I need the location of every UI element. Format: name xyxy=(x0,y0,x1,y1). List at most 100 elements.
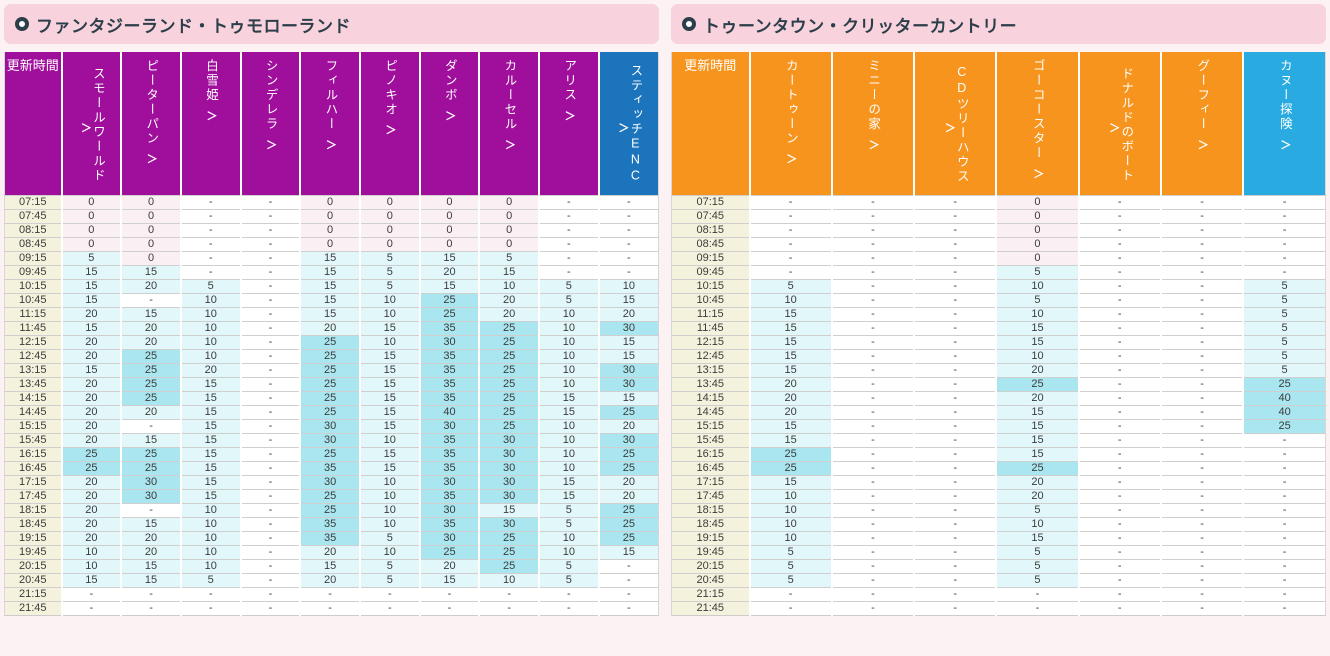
wait-time-cell: 10 xyxy=(61,559,123,574)
attraction-column-header[interactable]: フィルハー＞ xyxy=(300,52,361,196)
wait-time-cell: 30 xyxy=(479,433,540,448)
section-title-bar: トゥーンタウン・クリッターカントリー xyxy=(671,4,1326,44)
wait-time-cell: - xyxy=(539,195,600,210)
attraction-column-header[interactable]: 白雪姫＞ xyxy=(180,52,242,196)
wait-time-cell: 10 xyxy=(996,279,1080,294)
wait-time-cell: - xyxy=(1160,447,1245,462)
table-row: 09:45- - -5- - - xyxy=(671,265,1326,280)
wait-time-cell: 20 xyxy=(61,489,123,504)
wait-time-cell: - xyxy=(240,223,302,238)
wait-time-cell: 15 xyxy=(539,489,600,504)
wait-time-cell: 25 xyxy=(479,335,540,350)
wait-time-cell: 35 xyxy=(419,377,481,392)
wait-time-cell: - xyxy=(914,587,998,602)
time-cell: 21:15 xyxy=(4,587,63,602)
wait-time-cell: - xyxy=(1243,601,1326,616)
attraction-column-header[interactable]: シンデレラ＞ xyxy=(240,52,302,196)
attraction-label: CDツリーハウス＞ xyxy=(943,65,969,184)
wait-time-cell: 20 xyxy=(61,503,123,518)
wait-time-cell: 15 xyxy=(359,363,421,378)
table-row: 09:45 15 15- -15 5 20 15- - xyxy=(4,265,659,280)
wait-time-cell: - xyxy=(240,559,302,574)
wait-time-cell: 15 xyxy=(121,307,182,322)
attraction-column-header[interactable]: スティッチENC＞ xyxy=(598,52,659,196)
attraction-column-header[interactable]: ピーターパン＞ xyxy=(121,52,182,196)
wait-time-cell: 0 xyxy=(479,195,540,210)
wait-time-cell: 35 xyxy=(419,517,481,532)
time-cell: 18:15 xyxy=(4,503,63,518)
wait-time-cell: - xyxy=(240,587,302,602)
wait-time-cell: - xyxy=(831,517,916,532)
time-cell: 09:45 xyxy=(4,265,63,280)
wait-time-cell: - xyxy=(914,461,998,476)
wait-time-cell: - xyxy=(749,587,833,602)
wait-time-cell: 0 xyxy=(121,251,182,266)
table-row: 08:45- - -0- - - xyxy=(671,237,1326,252)
wait-time-cell: - xyxy=(240,349,302,364)
wait-time-cell: 10 xyxy=(598,279,659,294)
wait-time-cell: 25 xyxy=(598,517,659,532)
table-row: 21:15- - - - - - - - - - xyxy=(4,587,659,602)
section-title: ファンタジーランド・トゥモローランド xyxy=(36,16,351,36)
wait-time-cell: 25 xyxy=(419,545,481,560)
wait-time-cell: - xyxy=(121,419,182,434)
wait-time-cell: 20 xyxy=(121,531,182,546)
wait-time-cell: - xyxy=(240,447,302,462)
wait-time-cell: 15 xyxy=(180,419,242,434)
attraction-column-header[interactable]: ダンボ＞ xyxy=(419,52,481,196)
wait-time-cell: - xyxy=(1078,195,1162,210)
attraction-column-header[interactable]: ドナルドのボート＞ xyxy=(1078,52,1162,196)
wait-time-cell: 10 xyxy=(359,475,421,490)
wait-time-cell: 15 xyxy=(749,419,833,434)
time-cell: 17:45 xyxy=(4,489,63,504)
wait-time-cell: 15 xyxy=(61,293,123,308)
attraction-column-header[interactable]: カルーセル＞ xyxy=(479,52,540,196)
wait-time-cell: - xyxy=(914,433,998,448)
time-cell: 13:45 xyxy=(4,377,63,392)
attraction-column-header[interactable]: ミニーの家＞ xyxy=(831,52,916,196)
wait-time-cell: 40 xyxy=(1243,391,1326,406)
attraction-label: グーフィー＞ xyxy=(1195,59,1210,152)
wait-time-cell: - xyxy=(539,209,600,224)
wait-time-cell: - xyxy=(1243,223,1326,238)
time-cell: 12:45 xyxy=(671,349,751,364)
chevron-right-icon: ＞ xyxy=(867,138,880,152)
wait-time-cell: - xyxy=(240,405,302,420)
attraction-column-header[interactable]: グーフィー＞ xyxy=(1160,52,1245,196)
table-row: 10:45 15-10-15 10 25 20 5 15 xyxy=(4,293,659,308)
wait-time-table: 更新時間 カートゥーン＞ ミニーの家＞ CDツリーハウス＞ ゴーコースター＞ ドナルドのボ… xyxy=(671,52,1326,616)
attraction-label: ゴーコースター＞ xyxy=(1030,59,1045,181)
attraction-column-header[interactable]: CDツリーハウス＞ xyxy=(914,52,998,196)
header-row: 更新時間 スモールワールド＞ ピーターパン＞ 白雪姫＞ シンデレラ＞ フィルハー＞ ピノキオ… xyxy=(4,52,659,196)
wait-time-cell: - xyxy=(240,503,302,518)
attraction-column-header[interactable]: スモールワールド＞ xyxy=(61,52,123,196)
wait-time-cell: 10 xyxy=(180,349,242,364)
attraction-column-header[interactable]: ピノキオ＞ xyxy=(359,52,421,196)
wait-time-cell: 0 xyxy=(61,195,123,210)
wait-time-cell: 15 xyxy=(598,391,659,406)
time-cell: 20:15 xyxy=(4,559,63,574)
wait-time-cell: 10 xyxy=(539,531,600,546)
time-cell: 14:45 xyxy=(4,405,63,420)
wait-time-cell: 25 xyxy=(300,335,361,350)
attraction-column-header[interactable]: カヌー探険＞ xyxy=(1243,52,1326,196)
wait-time-cell: 25 xyxy=(479,559,540,574)
wait-time-cell: - xyxy=(914,307,998,322)
wait-time-cell: 25 xyxy=(749,461,833,476)
wait-time-cell: - xyxy=(180,587,242,602)
wait-time-cell: - xyxy=(419,601,481,616)
wait-time-cell: 25 xyxy=(598,405,659,420)
wait-time-cell: 20 xyxy=(61,335,123,350)
wait-time-cell: 0 xyxy=(479,209,540,224)
wait-time-cell: 25 xyxy=(479,419,540,434)
attraction-column-header[interactable]: アリス＞ xyxy=(539,52,600,196)
wait-time-cell: 5 xyxy=(749,279,833,294)
attraction-column-header[interactable]: カートゥーン＞ xyxy=(749,52,833,196)
wait-time-cell: - xyxy=(996,601,1080,616)
wait-time-cell: 25 xyxy=(479,405,540,420)
wait-time-cell: 25 xyxy=(61,447,123,462)
wait-time-cell: 10 xyxy=(479,573,540,588)
wait-time-cell: - xyxy=(831,265,916,280)
wait-time-cell: 20 xyxy=(300,545,361,560)
attraction-column-header[interactable]: ゴーコースター＞ xyxy=(996,52,1080,196)
